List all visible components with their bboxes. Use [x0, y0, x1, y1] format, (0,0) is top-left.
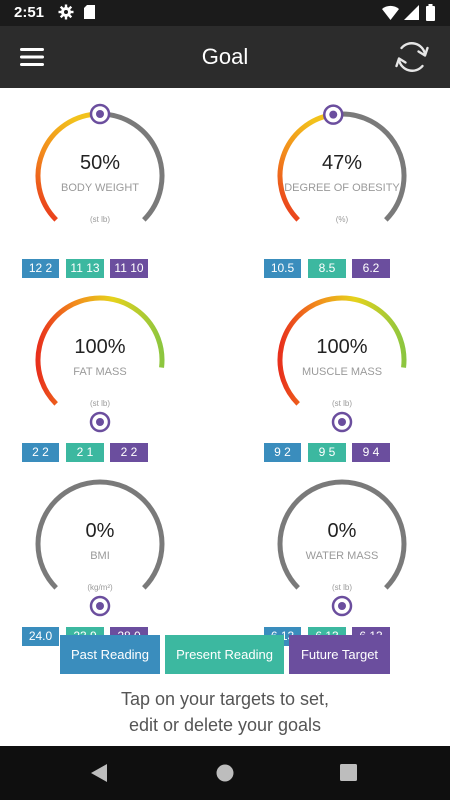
gauge-label: DEGREE OF OBESITY	[284, 182, 400, 194]
gauge-readings: 10.5 8.5 6.2	[264, 259, 424, 278]
wifi-icon	[382, 5, 399, 20]
gauge-body-weight[interactable]: 50% BODY WEIGHT (st lb) 12 2 11 13 11 10	[20, 100, 180, 280]
gauge-ring	[35, 103, 165, 222]
app-bar: Goal	[0, 26, 450, 88]
sd-card-icon	[84, 5, 95, 19]
future-target-chip[interactable]: 9 4	[352, 443, 390, 462]
gauge-marker[interactable]	[331, 411, 353, 433]
gauge-label: FAT MASS	[73, 366, 127, 378]
gauge-readings: 12 2 11 13 11 10	[22, 259, 182, 278]
gauge-unit: (st lb)	[90, 399, 110, 408]
present-reading-chip[interactable]: 8.5	[308, 259, 346, 278]
present-reading-chip[interactable]: 11 13	[66, 259, 104, 278]
page-title: Goal	[201, 44, 249, 69]
gauge-label: BODY WEIGHT	[60, 182, 140, 194]
gauge-progress-arc	[277, 112, 334, 222]
hamburger-menu-icon[interactable]	[18, 43, 46, 71]
system-nav-bar	[0, 746, 450, 800]
status-time: 2:51	[14, 4, 45, 21]
gauge-water-mass[interactable]: 0% WATER MASS (st lb) 6 13 6 13 6 13	[262, 468, 422, 648]
sync-icon[interactable]	[392, 37, 432, 77]
instruction-text: Tap on your targets to set, edit or dele…	[0, 686, 450, 738]
gauge-fat-mass[interactable]: 100% FAT MASS (st lb) 2 2 2 1 2 2	[20, 284, 180, 464]
gauge-progress-arc	[277, 295, 407, 406]
gauge-unit: (%)	[335, 215, 349, 224]
recents-icon[interactable]	[340, 764, 357, 781]
gauge-unit: (st lb)	[332, 583, 352, 592]
gauge-ring	[277, 295, 407, 433]
status-bar: 2:51	[0, 0, 450, 26]
gauge-percent: 100%	[74, 336, 126, 358]
gauge-readings: 9 2 9 5 9 4	[264, 443, 424, 462]
signal-icon	[404, 5, 419, 20]
gear-icon	[58, 4, 74, 20]
future-target-chip[interactable]: 6.2	[352, 259, 390, 278]
back-icon[interactable]	[90, 763, 108, 783]
gauge-track	[99, 111, 165, 222]
gauge-muscle-mass[interactable]: 100% MUSCLE MASS (st lb) 9 2 9 5 9 4	[262, 284, 422, 464]
gauge-ring	[35, 295, 165, 433]
gauge-percent: 0%	[327, 520, 357, 542]
future-target-button[interactable]: Future Target	[289, 635, 390, 674]
future-target-chip[interactable]: 2 2	[110, 443, 148, 462]
gauge-percent: 0%	[85, 520, 115, 542]
gauge-marker[interactable]	[89, 103, 111, 125]
gauge-unit: (st lb)	[332, 399, 352, 408]
gauge-ring	[35, 479, 165, 617]
gauge-unit: (st lb)	[90, 215, 110, 224]
past-reading-chip[interactable]: 9 2	[264, 443, 301, 462]
gauge-degree-of-obesity[interactable]: 47% DEGREE OF OBESITY (%) 10.5 8.5 6.2	[262, 100, 422, 280]
battery-icon	[426, 4, 435, 21]
gauge-track	[277, 479, 407, 590]
gauge-marker[interactable]	[89, 411, 111, 433]
gauge-track	[332, 111, 407, 222]
instruction-line-2: edit or delete your goals	[128, 715, 322, 735]
gauge-progress-arc	[35, 295, 165, 406]
instruction-line-1: Tap on your targets to set,	[120, 689, 330, 709]
present-reading-chip[interactable]: 9 5	[308, 443, 346, 462]
goal-content: 50% BODY WEIGHT (st lb) 12 2 11 13 11 10…	[0, 88, 450, 746]
gauge-progress-arc	[35, 111, 101, 222]
gauge-label: WATER MASS	[305, 550, 379, 562]
gauge-ring	[277, 104, 407, 222]
past-reading-chip[interactable]: 12 2	[22, 259, 59, 278]
gauge-label: BMI	[90, 550, 110, 562]
present-reading-chip[interactable]: 2 1	[66, 443, 104, 462]
gauge-ring	[277, 479, 407, 617]
gauge-unit: (kg/m²)	[87, 583, 113, 592]
gauge-bmi[interactable]: 0% BMI (kg/m²) 24.0 23.9 28.0	[20, 468, 180, 648]
present-reading-button[interactable]: Present Reading	[165, 635, 284, 674]
past-reading-chip[interactable]: 2 2	[22, 443, 59, 462]
gauge-marker[interactable]	[331, 595, 353, 617]
home-icon[interactable]	[216, 764, 234, 782]
gauge-percent: 100%	[316, 336, 368, 358]
gauge-percent: 50%	[79, 152, 121, 174]
past-reading-button[interactable]: Past Reading	[60, 635, 160, 674]
gauge-marker[interactable]	[89, 595, 111, 617]
gauge-track	[35, 479, 165, 590]
past-reading-chip[interactable]: 24.0	[22, 627, 59, 646]
gauge-label: MUSCLE MASS	[301, 366, 383, 378]
gauge-marker[interactable]	[323, 104, 344, 125]
gauge-readings: 2 2 2 1 2 2	[22, 443, 182, 462]
past-reading-chip[interactable]: 10.5	[264, 259, 301, 278]
future-target-chip[interactable]: 11 10	[110, 259, 148, 278]
gauge-percent: 47%	[321, 152, 363, 174]
